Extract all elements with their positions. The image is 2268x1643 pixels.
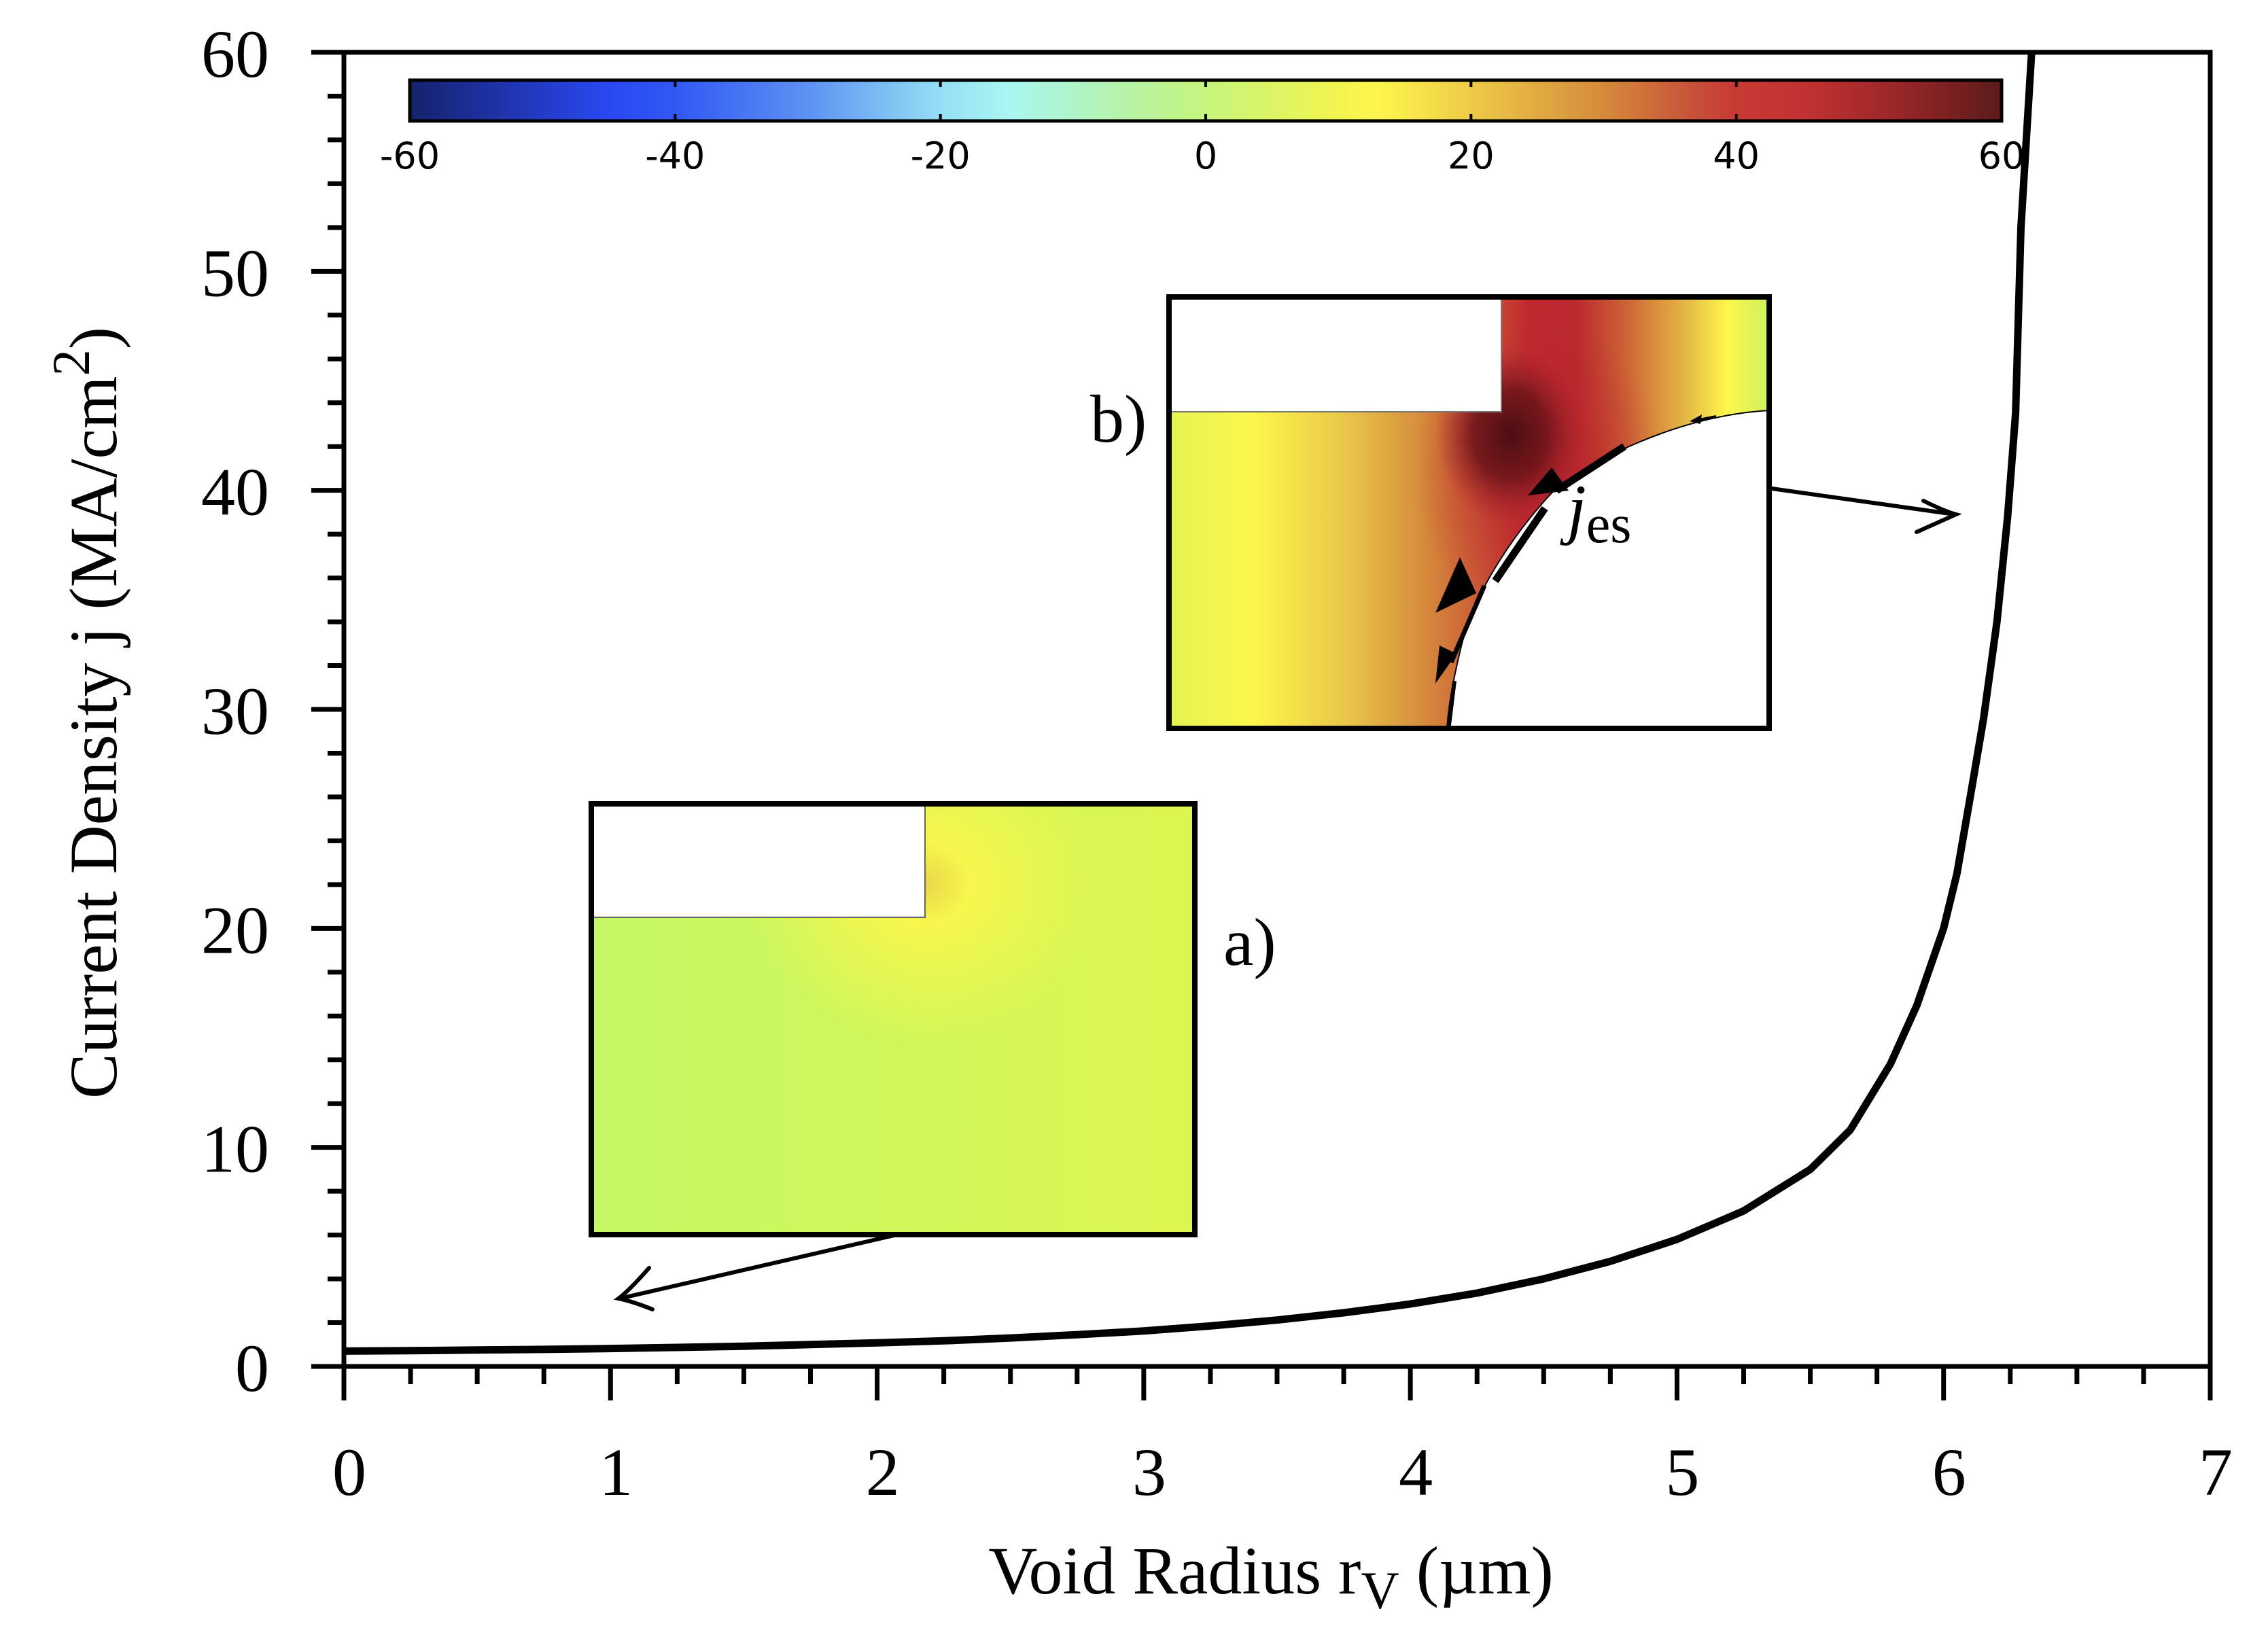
jes-arrows <box>1435 414 1717 731</box>
x-axis-label: Void Radius rV (µm) <box>988 1533 1554 1620</box>
y-tick-label: 50 <box>201 235 269 311</box>
x-tick-label: 2 <box>866 1434 900 1510</box>
x-tick-label: 5 <box>1665 1434 1699 1510</box>
inset-a: a) <box>589 801 1276 1311</box>
y-axis-ticks <box>311 50 344 1369</box>
x-tick-label: 7 <box>2199 1434 2233 1510</box>
plot-area <box>344 52 2036 1355</box>
inset-a-cutout-edge <box>593 805 926 918</box>
colorbar-ticks <box>674 80 1738 121</box>
x-tick-label: 3 <box>1132 1434 1166 1510</box>
x-tick-label: 6 <box>1932 1434 1966 1510</box>
x-tick-label: 1 <box>599 1434 633 1510</box>
colorbar-tick-label: -40 <box>645 135 705 177</box>
data-line <box>344 52 2036 1355</box>
inset-a-field <box>591 804 1195 1235</box>
y-axis-label-close: ) <box>56 327 131 349</box>
x-axis-tick-labels: 0 1 2 3 4 5 6 7 <box>332 1434 2233 1510</box>
y-axis-label: Current Density j (MA/cm2) <box>41 327 131 1099</box>
x-axis-label-unit: (µm) <box>1399 1533 1554 1608</box>
x-axis-label-subscript: V <box>1361 1561 1399 1620</box>
y-tick-label: 20 <box>201 892 269 968</box>
inset-b-field <box>1169 297 1769 728</box>
x-axis-label-main: Void Radius r <box>988 1533 1361 1608</box>
inset-a-arrow <box>613 1233 899 1311</box>
x-axis-ticks <box>341 1366 2213 1400</box>
colorbar-tick-label: -60 <box>380 135 440 177</box>
y-axis-tick-labels: 0 10 20 30 40 50 60 <box>201 16 269 1406</box>
inset-b-frame <box>1166 294 1772 731</box>
inset-b-cutout-edge <box>1170 298 1502 412</box>
inset-b-arrow <box>1770 487 1962 534</box>
y-axis-label-superscript: 2 <box>41 349 101 376</box>
x-tick-label: 4 <box>1399 1434 1433 1510</box>
colorbar-tick-label: 0 <box>1194 135 1217 177</box>
colorbar-tick-label: 40 <box>1713 135 1760 177</box>
y-tick-label: 0 <box>235 1330 269 1406</box>
void-boundary <box>1446 410 1770 729</box>
colorbar-tick-label: 20 <box>1448 135 1495 177</box>
y-tick-label: 30 <box>201 673 269 749</box>
inset-b: b) jes <box>1090 294 1962 731</box>
inset-a-label: a) <box>1223 904 1276 980</box>
colorbar: -60 -40 -20 0 20 40 60 <box>380 78 2025 177</box>
colorbar-tick-label: 60 <box>1978 135 2025 177</box>
colorbar-tick-labels: -60 -40 -20 0 20 40 60 <box>380 135 2025 177</box>
colorbar-tick-label: -20 <box>911 135 971 177</box>
jes-label: jes <box>1560 471 1631 554</box>
x-tick-label: 0 <box>332 1434 366 1510</box>
y-tick-label: 10 <box>201 1112 269 1187</box>
jes-label-subscript: es <box>1586 495 1632 554</box>
y-tick-label: 60 <box>201 16 269 92</box>
y-axis-label-main: Current Density j (MA/cm <box>56 376 131 1099</box>
y-tick-label: 40 <box>201 455 269 530</box>
inset-b-label: b) <box>1090 381 1147 457</box>
